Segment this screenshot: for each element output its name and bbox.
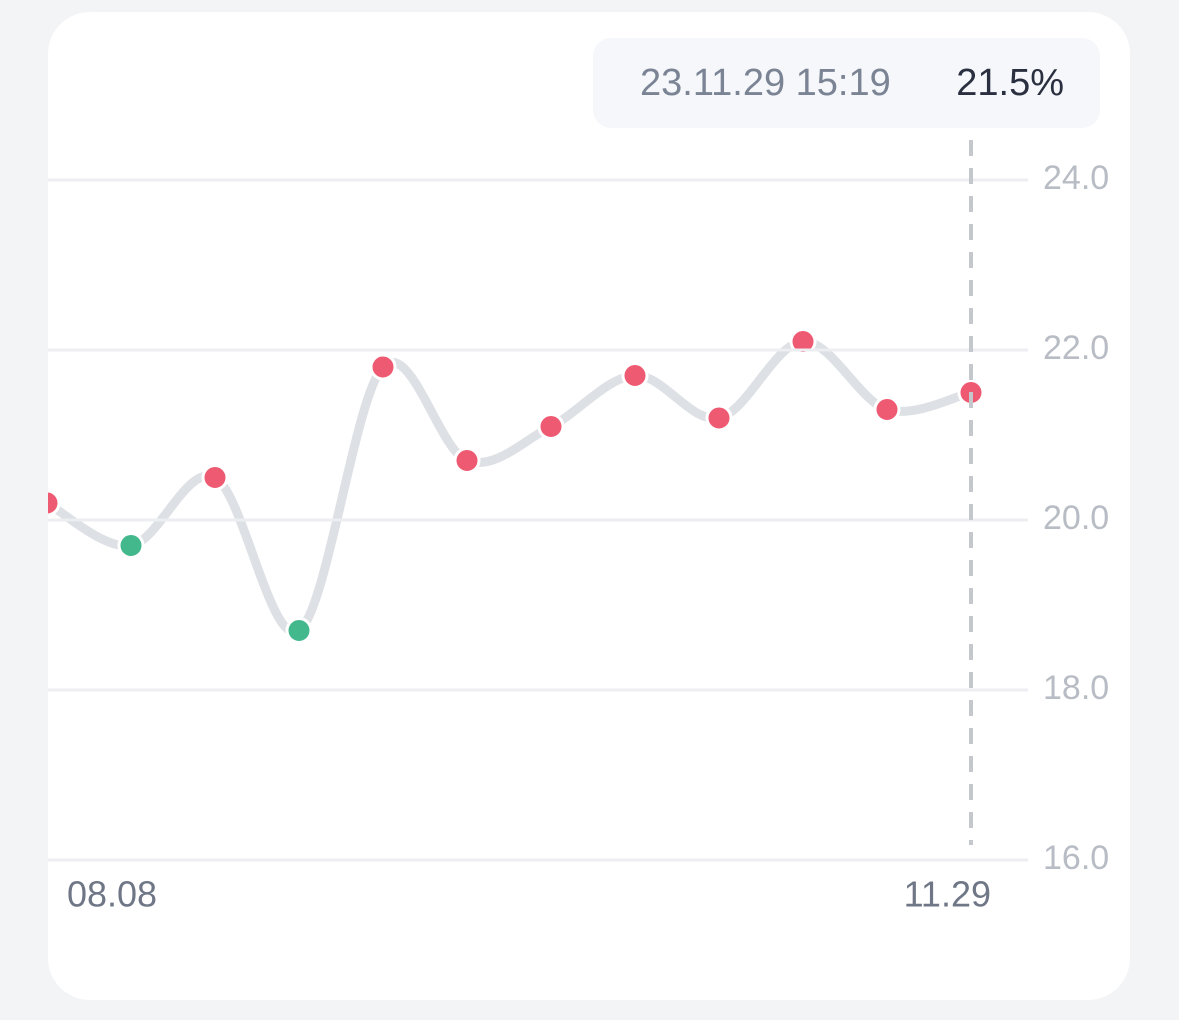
x-tick-label: 08.08 <box>67 874 157 915</box>
x-tick-label: 11.29 <box>904 874 991 915</box>
point <box>789 328 817 355</box>
point <box>621 362 649 389</box>
y-tick-label: 16.0 <box>1043 839 1109 877</box>
point <box>537 413 565 440</box>
point <box>705 404 733 432</box>
point <box>453 447 481 474</box>
point <box>369 353 397 381</box>
point <box>285 617 313 644</box>
point <box>117 532 145 559</box>
point <box>48 489 61 517</box>
tooltip-box <box>593 38 1100 128</box>
y-tick-label: 18.0 <box>1043 669 1109 707</box>
card <box>48 12 1130 1000</box>
y-tick-label: 24.0 <box>1043 159 1109 197</box>
tooltip-label: 23.11.29 15:19 <box>640 62 891 104</box>
tooltip-value: 21.5% <box>956 62 1064 104</box>
point <box>873 396 901 423</box>
y-tick-label: 20.0 <box>1043 499 1109 537</box>
point <box>201 464 229 491</box>
y-tick-label: 22.0 <box>1043 329 1109 367</box>
